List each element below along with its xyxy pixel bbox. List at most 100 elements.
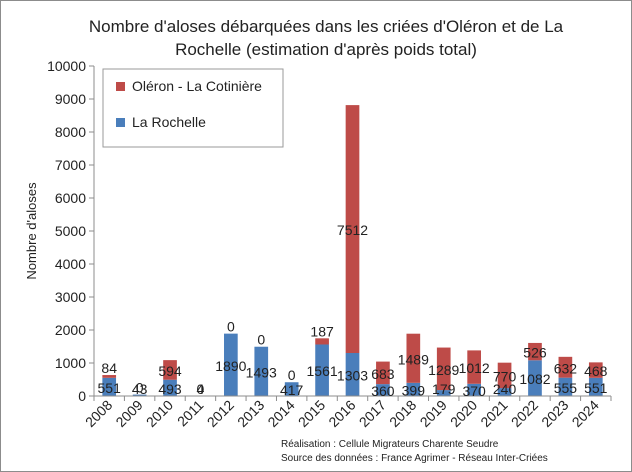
x-tick-label: 2015 <box>295 397 328 430</box>
bar-la-rochelle <box>102 377 117 396</box>
data-label-ol-ron-la-cotini-re: 1012 <box>459 360 490 376</box>
bars <box>102 105 603 396</box>
bar-la-rochelle <box>163 379 177 396</box>
data-label-la-rochelle: 551 <box>98 380 122 396</box>
bar-la-rochelle <box>497 388 512 396</box>
y-tick-label: 9000 <box>55 91 86 107</box>
y-tick-label: 3000 <box>55 289 86 305</box>
bar-la-rochelle <box>436 390 451 396</box>
data-label-la-rochelle: 43 <box>132 381 148 397</box>
data-label-la-rochelle: 417 <box>280 382 304 398</box>
data-label-ol-ron-la-cotini-re: 526 <box>523 345 547 361</box>
bar-la-rochelle <box>528 360 542 396</box>
legend-label-la-rochelle: La Rochelle <box>132 114 206 130</box>
data-label-la-rochelle: 370 <box>462 383 486 399</box>
chart-title-line-2: Rochelle (estimation d'après poids total… <box>175 40 477 59</box>
legend-label-oleron: Oléron - La Cotinière <box>132 78 262 94</box>
legend-box <box>102 68 284 148</box>
bar-la-rochelle <box>406 382 421 396</box>
x-tick-label: 2023 <box>538 397 571 430</box>
y-tick-label: 2000 <box>55 322 86 338</box>
x-tick-label: 2012 <box>204 397 237 430</box>
x-tick-label: 2016 <box>325 397 358 430</box>
data-label-ol-ron-la-cotini-re: 594 <box>158 363 182 379</box>
y-tick-label: 6000 <box>55 190 86 206</box>
x-tick-label: 2020 <box>447 397 480 430</box>
x-tick-label: 2009 <box>112 397 145 430</box>
x-tick-label: 2010 <box>143 397 176 430</box>
x-axis-ticks: 2008200920102011201220132014201520162017… <box>82 396 612 430</box>
y-tick-label: 10000 <box>47 58 86 74</box>
y-tick-label: 1000 <box>55 355 86 371</box>
data-label-ol-ron-la-cotini-re: 0 <box>227 319 235 335</box>
bar-ol-ron-la-cotini-re <box>497 362 512 389</box>
bar-ol-ron-la-cotini-re <box>467 350 481 384</box>
bar-la-rochelle <box>467 383 481 396</box>
x-tick-label: 2022 <box>508 397 541 430</box>
data-label-la-rochelle: 493 <box>158 381 182 397</box>
bar-la-rochelle <box>284 382 299 396</box>
y-tick-label: 8000 <box>55 124 86 140</box>
data-label-ol-ron-la-cotini-re: 0 <box>288 367 296 383</box>
x-tick-label: 2019 <box>417 397 450 430</box>
bar-ol-ron-la-cotini-re <box>528 342 542 361</box>
data-label-la-rochelle: 179 <box>432 381 456 397</box>
data-label-ol-ron-la-cotini-re: 0 <box>257 332 265 348</box>
bar-la-rochelle <box>558 377 573 396</box>
bar-la-rochelle <box>132 394 147 396</box>
data-label-la-rochelle: 360 <box>371 383 395 399</box>
y-tick-label: 4000 <box>55 256 86 272</box>
x-tick-label: 2008 <box>82 397 115 430</box>
data-label-ol-ron-la-cotini-re: 7512 <box>337 222 368 238</box>
chart-title: Nombre d'aloses débarquées dans les crié… <box>89 17 564 59</box>
y-tick-label: 5000 <box>55 223 86 239</box>
footnote-source: Source des données : France Agrimer - Ré… <box>281 453 548 464</box>
x-tick-label: 2021 <box>477 397 510 430</box>
x-tick-label: 2011 <box>174 397 207 430</box>
bar-ol-ron-la-cotini-re <box>406 333 421 383</box>
data-label-la-rochelle: 1303 <box>337 368 368 384</box>
data-label-la-rochelle: 1561 <box>307 363 338 379</box>
data-label-ol-ron-la-cotini-re: 0 <box>197 381 205 397</box>
bar-ol-ron-la-cotini-re <box>163 360 177 380</box>
data-label-la-rochelle: 1890 <box>215 358 246 374</box>
bar-ol-ron-la-cotini-re <box>588 362 603 378</box>
bar-ol-ron-la-cotini-re <box>558 356 573 378</box>
data-label-ol-ron-la-cotini-re: 468 <box>584 363 608 379</box>
legend-swatch-oleron <box>116 82 125 91</box>
axes <box>93 66 611 397</box>
data-label-ol-ron-la-cotini-re: 683 <box>371 366 395 382</box>
data-label-ol-ron-la-cotini-re: 770 <box>493 368 517 384</box>
data-label-ol-ron-la-cotini-re: 187 <box>310 323 334 339</box>
data-label-ol-ron-la-cotini-re: 632 <box>554 360 578 376</box>
bar-ol-ron-la-cotini-re <box>376 361 390 385</box>
x-tick-label: 2017 <box>356 397 389 430</box>
data-label-la-rochelle: 1493 <box>246 364 277 380</box>
y-tick-label: 0 <box>78 388 86 404</box>
data-label-la-rochelle: 1082 <box>519 371 550 387</box>
bar-la-rochelle <box>345 353 360 396</box>
bar-ol-ron-la-cotini-re <box>315 338 329 345</box>
data-label-la-rochelle: 240 <box>493 381 517 397</box>
legend: Oléron - La Cotinière La Rochelle <box>102 68 284 148</box>
x-tick-label: 2014 <box>264 397 297 430</box>
data-label-ol-ron-la-cotini-re: 84 <box>101 360 117 376</box>
legend-swatch-la-rochelle <box>116 118 125 127</box>
x-tick-label: 2024 <box>569 397 602 430</box>
bar-ol-ron-la-cotini-re <box>345 105 360 354</box>
data-label-la-rochelle: 551 <box>584 380 608 396</box>
bar-la-rochelle <box>376 384 390 396</box>
bar-la-rochelle <box>254 346 269 396</box>
data-label-ol-ron-la-cotini-re: 1489 <box>398 351 429 367</box>
bar-ol-ron-la-cotini-re <box>436 347 451 391</box>
footnote-realisation: Réalisation : Cellule Migrateurs Charent… <box>281 439 499 450</box>
bar-la-rochelle <box>588 377 603 396</box>
chart-title-line-1: Nombre d'aloses débarquées dans les crié… <box>89 17 564 36</box>
data-label-ol-ron-la-cotini-re: 1289 <box>428 362 459 378</box>
y-axis-label: Nombre d'aloses <box>24 182 39 280</box>
data-label-la-rochelle: 4 <box>197 381 205 397</box>
y-tick-label: 7000 <box>55 157 86 173</box>
